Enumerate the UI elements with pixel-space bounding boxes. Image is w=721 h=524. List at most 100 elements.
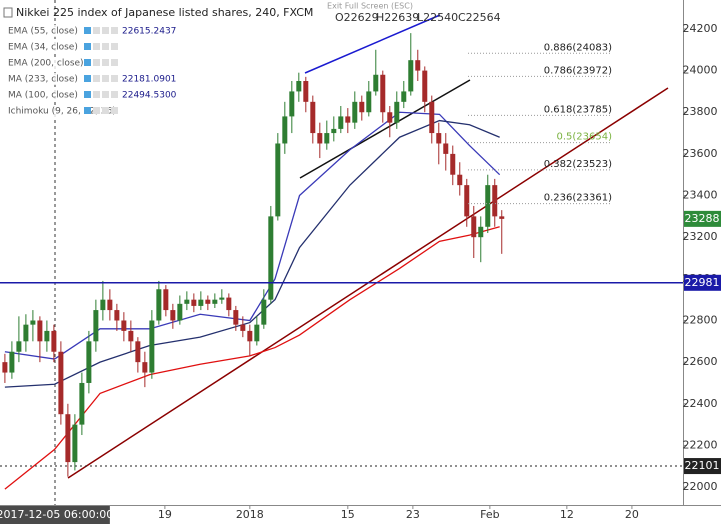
candle-body <box>247 330 253 342</box>
x-tick-label: 23 <box>406 508 420 521</box>
indicator-icon[interactable] <box>111 43 118 50</box>
candle-body <box>170 310 176 321</box>
candle-body <box>16 341 22 352</box>
fib-label: 0.5(23654) <box>556 132 612 143</box>
x-tick-label: 2017-12-05 06:00:00 <box>0 508 113 521</box>
fib-label: 0.886(24083) <box>544 42 612 53</box>
y-tick-label: 23800 <box>683 105 718 118</box>
x-tick-label: 15 <box>341 508 355 521</box>
indicator-icon[interactable] <box>84 27 91 34</box>
price-tag-label: 23288 <box>685 212 720 225</box>
legend-bg <box>6 25 82 37</box>
trend-line[interactable] <box>304 14 441 74</box>
indicator-icon[interactable] <box>93 75 100 82</box>
candle-body <box>37 320 43 342</box>
y-tick-label: 23600 <box>683 147 718 160</box>
trend-line[interactable] <box>299 79 471 179</box>
candle-body <box>93 310 99 342</box>
candle-body <box>9 351 15 373</box>
indicator-name: Ichimoku (9, 26, 52, 26) <box>8 107 116 117</box>
indicator-icon[interactable] <box>93 43 100 50</box>
candle-body <box>184 299 190 304</box>
candle-body <box>233 310 239 325</box>
candle-body <box>275 143 281 217</box>
indicator-icon[interactable] <box>93 107 100 114</box>
candle-body <box>191 299 197 306</box>
indicator-icon[interactable] <box>102 59 109 66</box>
candle-body <box>296 81 302 92</box>
ohlc-readout: H22639 <box>376 11 419 24</box>
indicator-icon[interactable] <box>102 27 109 34</box>
candle-body <box>23 324 29 342</box>
candle-body <box>2 362 8 373</box>
candle-body <box>408 60 414 92</box>
candle-body <box>282 116 288 144</box>
indicator-icon[interactable] <box>102 91 109 98</box>
candle-body <box>450 153 456 175</box>
candle-body <box>268 216 274 300</box>
indicator-icon[interactable] <box>84 75 91 82</box>
candle-body <box>352 101 358 123</box>
price-tag <box>684 274 721 291</box>
candle-body <box>212 299 218 304</box>
indicator-icon[interactable] <box>102 43 109 50</box>
indicator-icon[interactable] <box>93 59 100 66</box>
price-tag <box>684 458 721 475</box>
candle-body <box>107 299 113 311</box>
fib-label: 0.786(23972) <box>544 65 612 76</box>
candle-body <box>303 81 309 102</box>
ohlc-readout: O22629 <box>335 11 379 24</box>
x-tick-label: 20 <box>625 508 639 521</box>
candle-body <box>226 297 232 311</box>
y-tick-label: 22200 <box>683 438 718 451</box>
indicator-icon[interactable] <box>111 75 118 82</box>
candle-body <box>254 324 260 342</box>
candle-body <box>198 299 204 306</box>
crosshair-label-bg <box>0 506 110 524</box>
indicator-icon[interactable] <box>111 59 118 66</box>
indicator-icon[interactable] <box>93 91 100 98</box>
candle-body <box>177 303 183 321</box>
plot <box>2 33 505 490</box>
chart-title: Nikkei 225 index of Japanese listed shar… <box>16 6 313 19</box>
candle-body <box>261 299 267 325</box>
candle-body <box>331 128 337 134</box>
legend-bg <box>6 89 82 101</box>
candle-body <box>289 91 295 117</box>
indicator-icon[interactable] <box>111 27 118 34</box>
candle-body <box>464 185 470 217</box>
indicator-icon[interactable] <box>84 43 91 50</box>
legend: Nikkei 225 index of Japanese listed shar… <box>3 6 501 117</box>
indicator-icon[interactable] <box>111 107 118 114</box>
indicator-name: MA (100, close) <box>8 91 78 101</box>
indicator-icon[interactable] <box>111 91 118 98</box>
candle-body <box>415 60 421 71</box>
ohlc-readout: C22564 <box>458 11 501 24</box>
y-tick-label: 22600 <box>683 355 718 368</box>
moving-average <box>4 119 500 388</box>
candle-body <box>100 299 106 311</box>
x-tick-label: Feb <box>480 508 499 521</box>
exit-fullscreen[interactable]: Exit Full Screen (ESC) <box>327 2 413 11</box>
candle-body <box>65 414 71 463</box>
collapse-icon[interactable] <box>3 7 13 18</box>
candle-body <box>51 330 57 352</box>
candle-body <box>401 91 407 102</box>
indicator-icon[interactable] <box>93 27 100 34</box>
indicator-icon[interactable] <box>102 107 109 114</box>
candle-body <box>429 101 435 134</box>
candle-body <box>471 216 477 238</box>
indicator-name: EMA (200, close) <box>8 59 84 69</box>
indicator-icon[interactable] <box>84 59 91 66</box>
indicator-icon[interactable] <box>102 75 109 82</box>
indicator-icon[interactable] <box>84 107 91 114</box>
y-tick-label: 24000 <box>683 64 718 77</box>
candle-body <box>149 320 155 373</box>
y-tick-label: 24200 <box>683 22 718 35</box>
indicator-icon[interactable] <box>84 91 91 98</box>
candle-body <box>121 320 127 331</box>
legend-bg <box>6 73 82 85</box>
indicator-value: 22615.2437 <box>122 27 176 37</box>
candle-body <box>72 424 78 463</box>
